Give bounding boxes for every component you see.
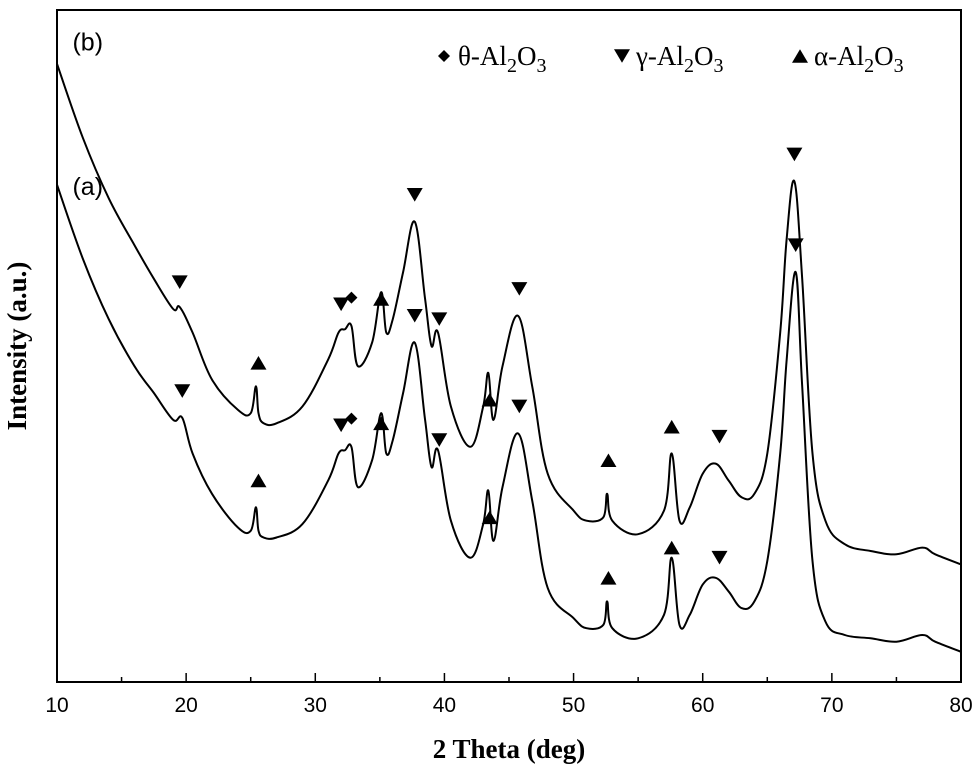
x-axis-tick-labels: 10 20 30 40 50 60 70 80 (45, 694, 972, 717)
gamma-peak-marker (511, 282, 528, 296)
gamma-peak-marker (511, 399, 528, 414)
series-layer (56, 63, 962, 653)
x-tick-label: 60 (691, 694, 714, 717)
alpha-peak-marker (600, 453, 617, 468)
x-tick-label: 70 (820, 694, 843, 717)
peak-markers (171, 147, 804, 585)
legend-entry: θ-Al2O3 (438, 41, 546, 77)
legend-diamond-icon (438, 50, 450, 62)
legend: θ-Al2O3 γ-Al2O3 α-Al2O3 (438, 41, 904, 77)
x-axis-title: 2 Theta (deg) (433, 734, 586, 764)
y-axis-title: Intensity (a.u.) (2, 262, 32, 431)
alpha-peak-marker (373, 292, 390, 306)
legend-subscript: 3 (894, 55, 904, 77)
legend-label: θ-Al2O3 (458, 41, 546, 77)
alpha-peak-marker (481, 510, 498, 525)
plot-frame (56, 9, 962, 683)
gamma-peak-marker (431, 433, 448, 447)
legend-text-part: O (517, 41, 537, 71)
legend-triangle-down-icon (614, 49, 630, 63)
alpha-peak-marker (600, 571, 617, 585)
legend-text-part: O (874, 41, 894, 71)
series-line-b (56, 63, 962, 566)
legend-subscript: 3 (713, 55, 723, 77)
gamma-peak-marker (171, 275, 188, 289)
gamma-peak-marker (786, 147, 803, 162)
gamma-peak-marker (711, 429, 728, 444)
legend-label: α-Al2O3 (814, 41, 904, 77)
legend-label: γ-Al2O3 (635, 41, 723, 77)
x-tick-label: 20 (174, 694, 197, 717)
gamma-peak-marker (431, 312, 448, 326)
alpha-peak-marker (663, 419, 680, 434)
legend-text-part: α-Al (814, 41, 864, 71)
alpha-peak-marker (663, 540, 680, 555)
legend-entry: γ-Al2O3 (614, 41, 723, 77)
curve-labels: (b) (a) (72, 28, 103, 200)
theta-peak-marker (345, 291, 358, 304)
series-line-a (56, 184, 962, 653)
gamma-peak-marker (174, 384, 191, 398)
legend-subscript: 2 (684, 55, 694, 77)
x-tick-label: 40 (433, 694, 456, 717)
legend-subscript: 2 (864, 55, 874, 77)
x-tick-label: 30 (304, 694, 327, 717)
gamma-peak-marker (711, 550, 728, 565)
legend-subscript: 3 (536, 55, 546, 77)
alpha-peak-marker (481, 392, 498, 407)
legend-text-part: γ-Al (635, 41, 684, 71)
legend-text-part: O (694, 41, 714, 71)
legend-text-part: θ-Al (458, 41, 507, 71)
legend-entry: α-Al2O3 (792, 41, 904, 77)
gamma-peak-marker (333, 418, 350, 433)
theta-peak-marker (345, 412, 358, 425)
curve-label: (b) (72, 28, 103, 56)
gamma-peak-marker (406, 308, 423, 323)
curve-label: (a) (72, 173, 103, 201)
gamma-peak-marker (406, 188, 423, 202)
alpha-peak-marker (373, 416, 390, 431)
x-tick-label: 10 (45, 694, 68, 717)
x-axis-ticks (56, 673, 962, 682)
legend-triangle-up-icon (792, 49, 808, 63)
x-tick-label: 50 (562, 694, 585, 717)
plot-area-border (56, 9, 962, 683)
alpha-peak-marker (250, 473, 267, 488)
alpha-peak-marker (250, 356, 267, 370)
legend-subscript: 2 (507, 55, 517, 77)
gamma-peak-marker (333, 297, 350, 312)
gamma-peak-marker (787, 238, 804, 252)
x-tick-label: 80 (949, 694, 972, 717)
